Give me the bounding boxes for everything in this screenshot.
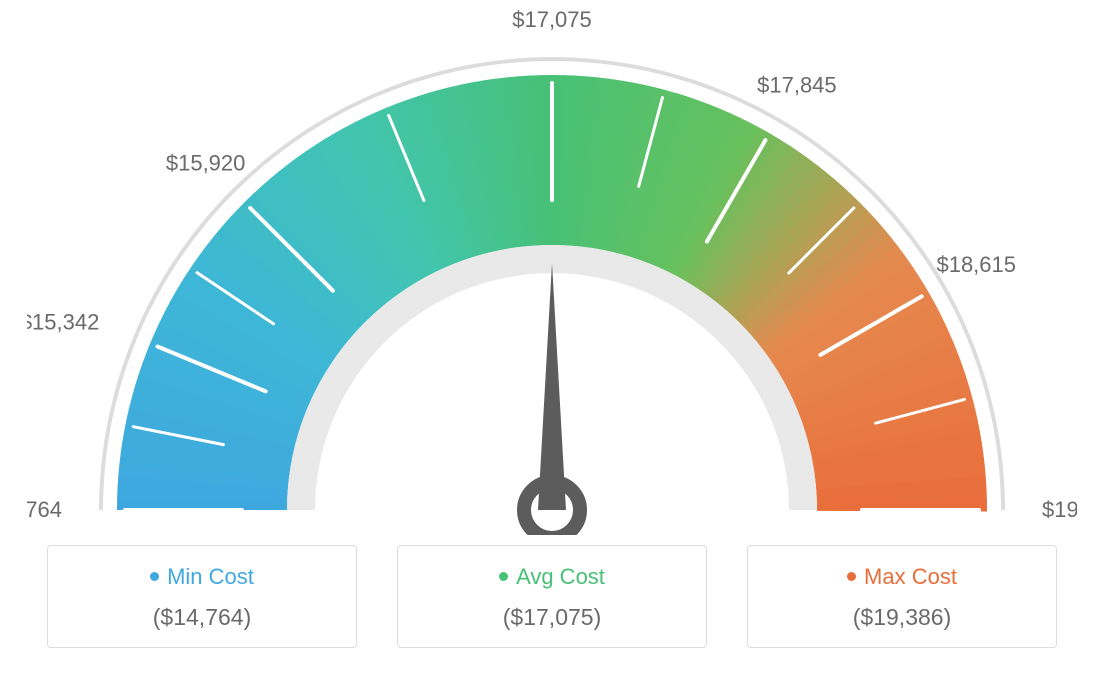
legend-title-max: Max Cost [766,564,1038,590]
gauge-tick-label: $17,845 [757,73,837,98]
dot-icon [150,572,159,581]
legend-card-avg: Avg Cost ($17,075) [397,545,707,648]
legend-card-min: Min Cost ($14,764) [47,545,357,648]
gauge-tick-label: $17,075 [512,7,592,32]
legend-label: Avg Cost [516,564,605,589]
legend-row: Min Cost ($14,764) Avg Cost ($17,075) Ma… [0,545,1104,648]
legend-card-max: Max Cost ($19,386) [747,545,1057,648]
gauge-tick-label: $18,615 [936,252,1016,277]
legend-label: Min Cost [167,564,254,589]
legend-value: ($17,075) [416,604,688,631]
gauge-tick-label: $15,920 [166,150,246,175]
gauge-svg: $14,764 $15,342 $15,920 $17,075 $17,845 $18,6… [27,5,1077,535]
gauge-tick-label: $15,342 [27,309,99,334]
gauge-container: $14,764 $15,342 $15,920 $17,075 $17,845 $18,6… [0,0,1104,540]
legend-title-min: Min Cost [66,564,338,590]
gauge-needle [538,263,566,510]
dot-icon [499,572,508,581]
legend-value: ($19,386) [766,604,1038,631]
legend-value: ($14,764) [66,604,338,631]
legend-label: Max Cost [864,564,957,589]
legend-title-avg: Avg Cost [416,564,688,590]
gauge-tick-label: $14,764 [27,497,62,522]
dot-icon [847,572,856,581]
gauge-tick-label: $19,386 [1042,497,1077,522]
